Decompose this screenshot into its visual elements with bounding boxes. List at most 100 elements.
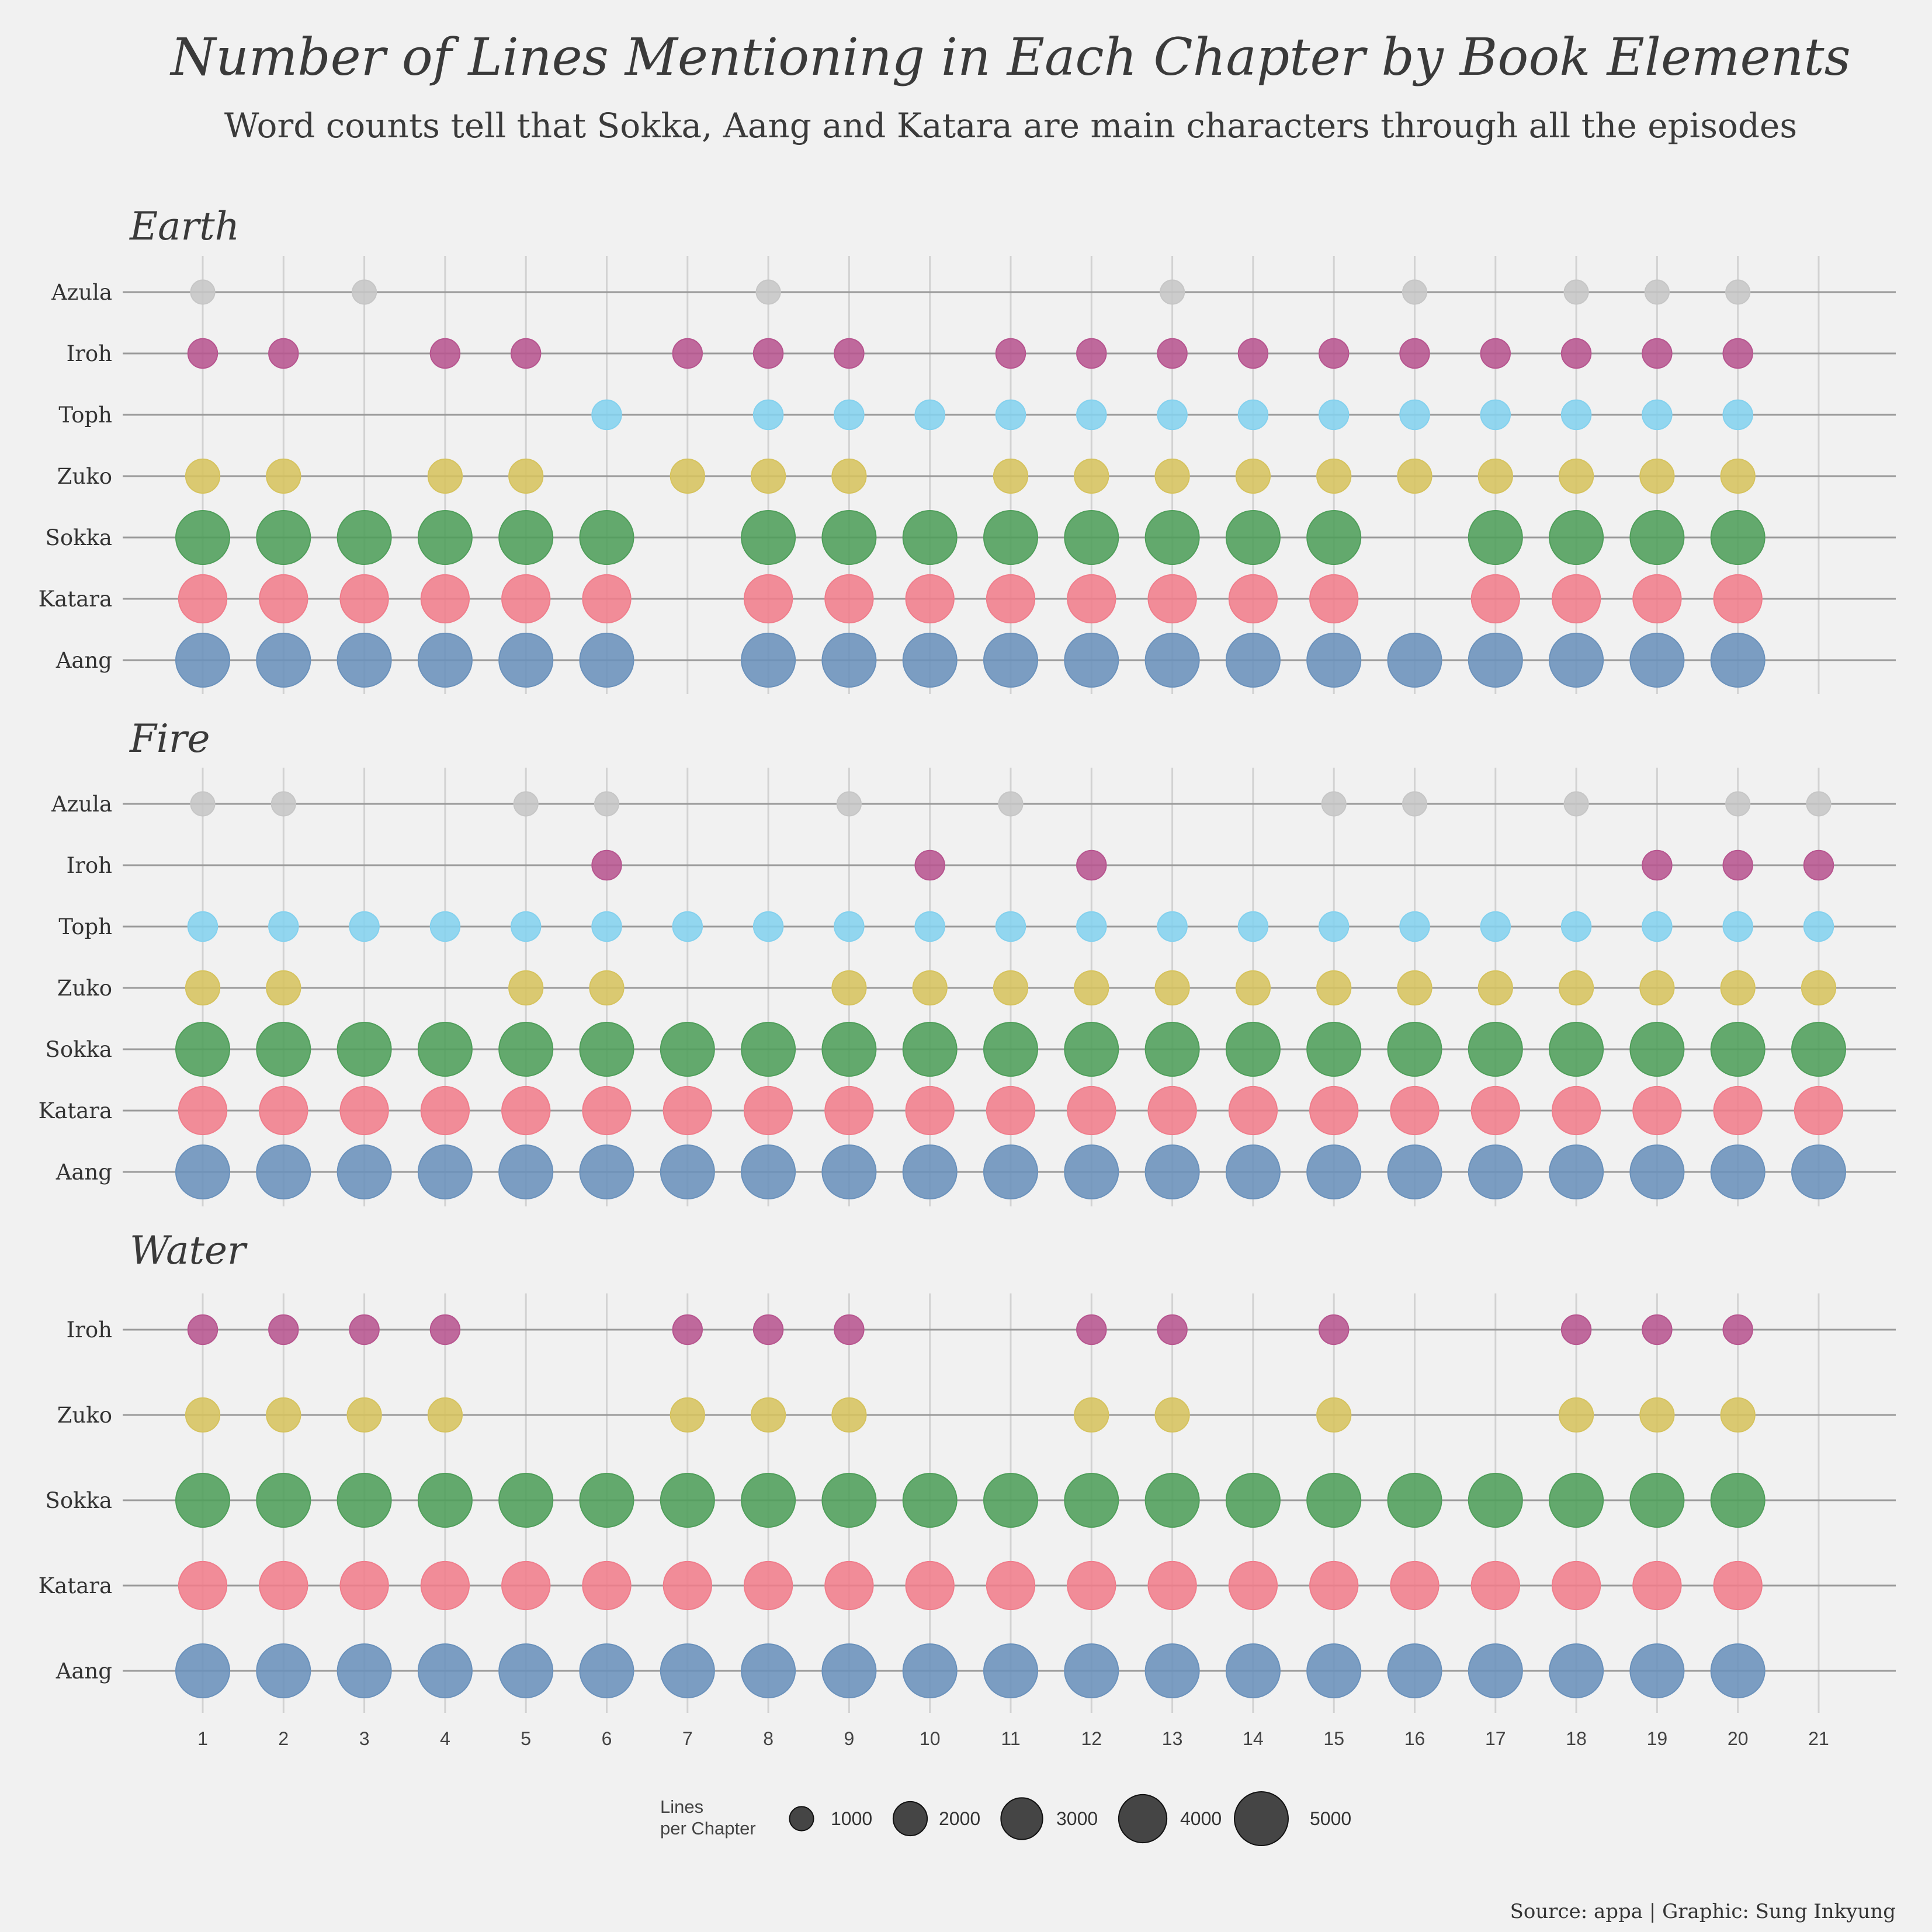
y-label-sokka: Sokka [45, 1488, 112, 1513]
bubble-water-aang-ch3 [337, 1643, 392, 1698]
bubble-fire-aang-ch3 [337, 1144, 392, 1199]
bubble-water-katara-ch19 [1632, 1560, 1682, 1611]
bubble-earth-toph-ch16 [1399, 399, 1430, 431]
bubble-fire-katara-ch3 [339, 1085, 389, 1136]
bubble-water-iroh-ch12 [1076, 1314, 1107, 1345]
bubble-fire-katara-ch19 [1632, 1085, 1682, 1136]
bubble-earth-aang-ch20 [1710, 633, 1765, 688]
bubble-water-katara-ch20 [1713, 1560, 1763, 1611]
bubble-fire-zuko-ch1 [185, 970, 221, 1006]
bubble-earth-zuko-ch15 [1316, 458, 1352, 494]
bubble-fire-toph-ch8 [752, 911, 784, 942]
bubble-fire-toph-ch21 [1803, 911, 1834, 942]
bubble-water-zuko-ch8 [751, 1397, 786, 1433]
bubble-fire-zuko-ch21 [1801, 970, 1837, 1006]
bubble-earth-iroh-ch1 [187, 338, 218, 369]
bubble-earth-katara-ch14 [1228, 574, 1278, 624]
bubble-fire-aang-ch15 [1306, 1144, 1362, 1199]
bubble-fire-aang-ch4 [417, 1144, 473, 1199]
y-label-zuko: Zuko [57, 464, 112, 489]
bubble-water-iroh-ch1 [187, 1314, 218, 1345]
bubble-water-iroh-ch20 [1722, 1314, 1753, 1345]
bubble-water-sokka-ch12 [1064, 1473, 1119, 1528]
bubble-water-zuko-ch13 [1154, 1397, 1190, 1433]
bubble-fire-aang-ch5 [498, 1144, 554, 1199]
bubble-water-aang-ch1 [175, 1643, 230, 1698]
legend-label-1000: 1000 [831, 1808, 872, 1829]
bubble-water-sokka-ch6 [579, 1473, 634, 1528]
bubble-fire-toph-ch10 [914, 911, 945, 942]
bubble-earth-azula-ch16 [1402, 279, 1428, 305]
legend-label-5000: 5000 [1310, 1808, 1351, 1829]
bubble-earth-toph-ch6 [591, 399, 622, 431]
bubble-earth-katara-ch2 [259, 574, 308, 624]
x-tick-label: 5 [521, 1728, 531, 1749]
bubble-water-sokka-ch20 [1710, 1473, 1765, 1528]
bubble-fire-aang-ch2 [256, 1144, 311, 1199]
bubble-fire-aang-ch20 [1710, 1144, 1765, 1199]
bubble-fire-katara-ch9 [824, 1085, 874, 1136]
bubble-fire-sokka-ch15 [1306, 1022, 1362, 1077]
bubble-earth-toph-ch18 [1560, 399, 1592, 431]
bubble-water-sokka-ch13 [1144, 1473, 1200, 1528]
bubble-earth-aang-ch16 [1387, 633, 1442, 688]
bubble-fire-aang-ch6 [579, 1144, 634, 1199]
bubble-fire-toph-ch20 [1722, 911, 1753, 942]
bubble-earth-iroh-ch4 [429, 338, 461, 369]
bubble-fire-zuko-ch19 [1639, 970, 1675, 1006]
bubble-water-iroh-ch19 [1642, 1314, 1673, 1345]
bubble-fire-azula-ch1 [190, 791, 216, 817]
bubble-water-aang-ch4 [417, 1643, 473, 1698]
bubble-earth-katara-ch17 [1470, 574, 1520, 624]
bubble-fire-zuko-ch6 [589, 970, 625, 1006]
bubble-fire-azula-ch6 [594, 791, 620, 817]
panel-fire: Azula Iroh Toph Zuko Sokka Katara Aang [39, 768, 1896, 1206]
bubble-fire-katara-ch10 [905, 1085, 955, 1136]
bubble-fire-aang-ch12 [1064, 1144, 1119, 1199]
bubble-fire-toph-ch18 [1560, 911, 1592, 942]
bubble-fire-toph-ch6 [591, 911, 622, 942]
bubble-fire-aang-ch11 [983, 1144, 1038, 1199]
bubble-water-katara-ch6 [582, 1560, 632, 1611]
bubble-earth-aang-ch19 [1629, 633, 1685, 688]
bubble-earth-aang-ch10 [902, 633, 958, 688]
bubble-earth-aang-ch14 [1225, 633, 1281, 688]
bubble-earth-iroh-ch20 [1722, 338, 1753, 369]
bubble-earth-katara-ch1 [178, 574, 228, 624]
y-label-toph: Toph [58, 914, 112, 939]
bubble-fire-sokka-ch16 [1387, 1022, 1442, 1077]
bubble-earth-sokka-ch2 [256, 510, 311, 565]
bubble-fire-toph-ch7 [672, 911, 703, 942]
bubble-fire-zuko-ch5 [508, 970, 544, 1006]
bubble-fire-azula-ch15 [1321, 791, 1347, 817]
y-label-aang: Aang [56, 1659, 112, 1684]
bubble-fire-zuko-ch11 [993, 970, 1029, 1006]
legend-label-3000: 3000 [1056, 1808, 1098, 1829]
bubble-earth-iroh-ch18 [1560, 338, 1592, 369]
bubble-earth-sokka-ch11 [983, 510, 1038, 565]
bubble-fire-zuko-ch9 [831, 970, 867, 1006]
bubble-water-katara-ch9 [824, 1560, 874, 1611]
bubble-water-aang-ch15 [1306, 1643, 1362, 1698]
legend-bubble-3000 [1000, 1797, 1043, 1840]
bubble-water-katara-ch7 [663, 1560, 712, 1611]
x-tick-label: 19 [1647, 1728, 1668, 1749]
bubble-fire-toph-ch14 [1237, 911, 1269, 942]
x-tick-label: 17 [1485, 1728, 1506, 1749]
bubble-earth-aang-ch12 [1064, 633, 1119, 688]
bubble-water-aang-ch8 [741, 1643, 796, 1698]
bubble-earth-katara-ch8 [743, 574, 793, 624]
bubble-water-sokka-ch17 [1468, 1473, 1523, 1528]
bubble-fire-aang-ch17 [1468, 1144, 1523, 1199]
bubble-fire-toph-ch15 [1319, 911, 1350, 942]
x-tick-label: 3 [359, 1728, 370, 1749]
bubble-fire-katara-ch12 [1067, 1085, 1116, 1136]
bubble-water-katara-ch18 [1551, 1560, 1601, 1611]
bubble-fire-sokka-ch14 [1225, 1022, 1281, 1077]
bubble-water-sokka-ch11 [983, 1473, 1038, 1528]
bubble-fire-aang-ch14 [1225, 1144, 1281, 1199]
bubble-fire-sokka-ch3 [337, 1022, 392, 1077]
bubble-earth-iroh-ch2 [268, 338, 299, 369]
bubble-fire-azula-ch5 [513, 791, 539, 817]
